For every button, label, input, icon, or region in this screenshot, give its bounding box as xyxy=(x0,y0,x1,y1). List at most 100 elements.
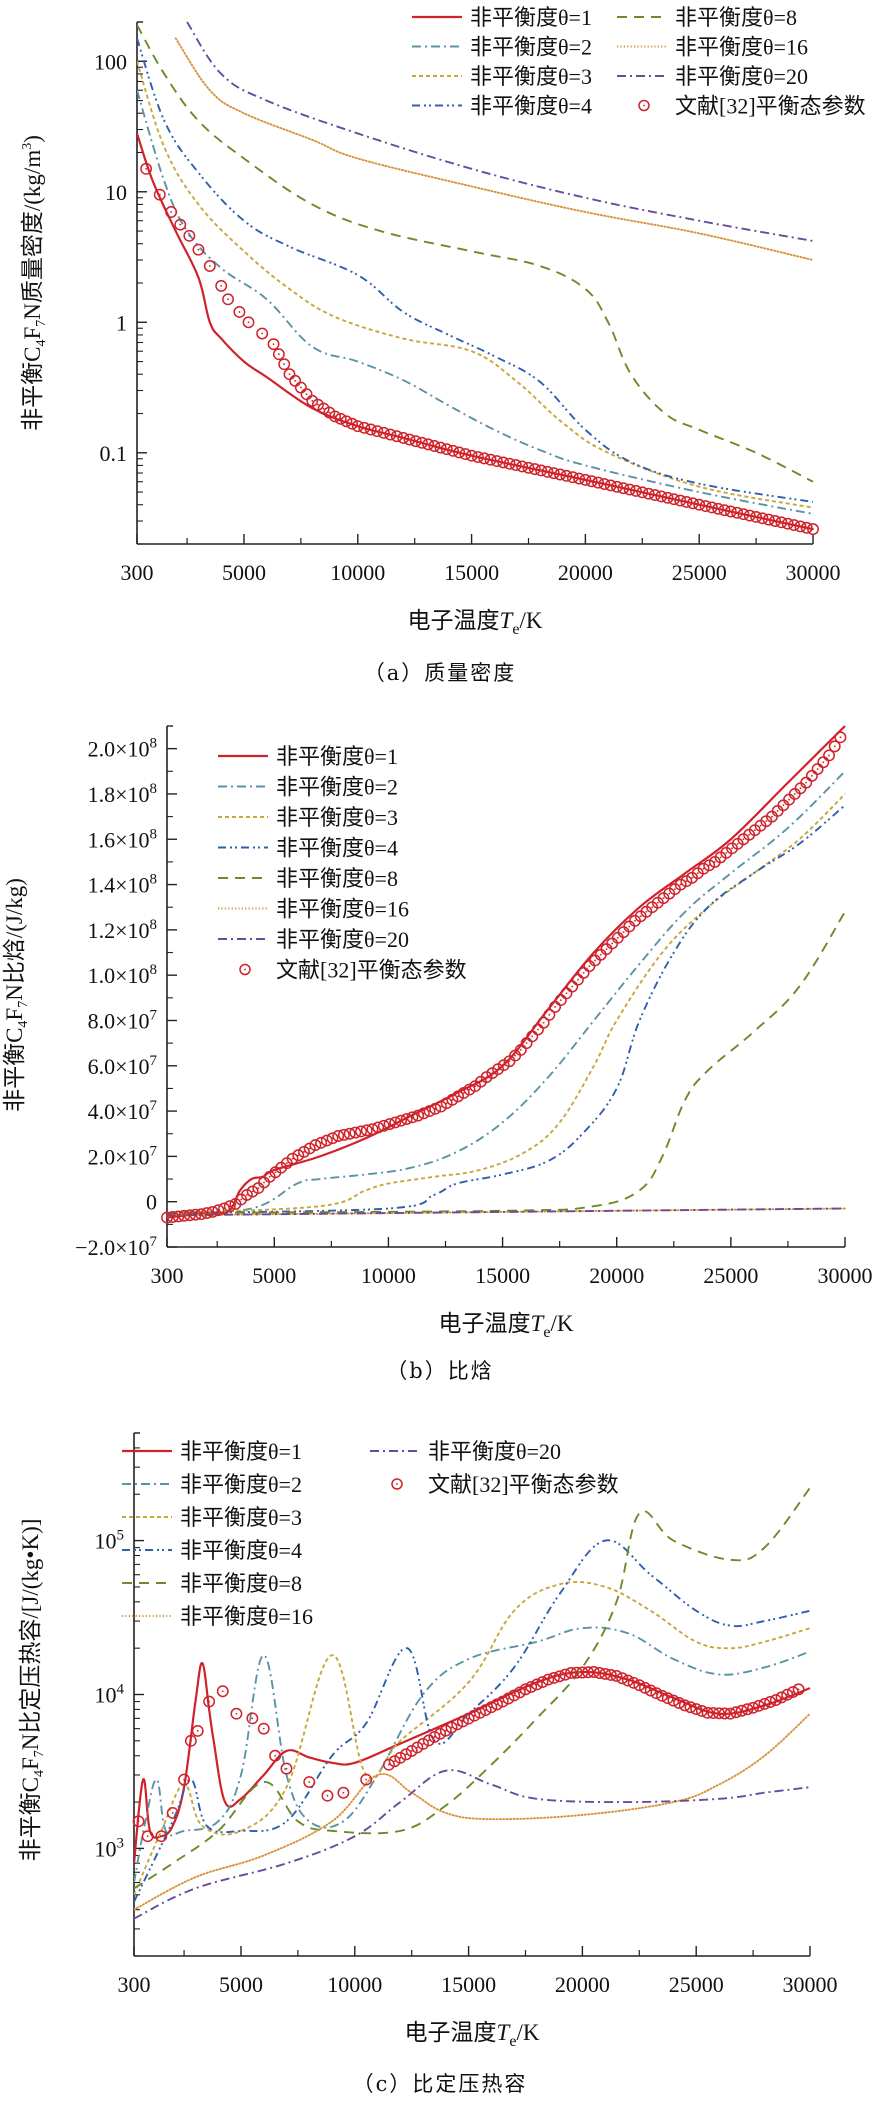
reference-point-center xyxy=(369,428,372,431)
legend-item: 非平衡度θ=1 xyxy=(122,1439,302,1464)
reference-point xyxy=(479,1704,492,1716)
legend-item: 文献[32]平衡态参数 xyxy=(638,94,866,119)
reference-point xyxy=(372,1121,385,1134)
reference-point xyxy=(218,1202,231,1215)
series-line-theta-4 xyxy=(167,804,846,1214)
reference-point xyxy=(542,1673,555,1686)
reference-point xyxy=(321,1789,334,1802)
reference-point xyxy=(242,316,255,329)
x-tick-label: 300 xyxy=(151,1263,184,1288)
axes xyxy=(136,21,814,545)
legend-item: 非平衡度θ=8 xyxy=(218,866,398,891)
series-line-theta-3 xyxy=(134,1581,811,1896)
series-line-theta-4 xyxy=(137,38,814,503)
reference-point xyxy=(623,483,636,496)
reference-point-center xyxy=(261,332,264,335)
reference-point xyxy=(434,1727,447,1740)
reference-point xyxy=(422,438,435,451)
reference-point xyxy=(769,515,782,527)
series-line-theta-1 xyxy=(167,725,846,1219)
reference-point-center xyxy=(399,1756,402,1759)
reference-point xyxy=(743,509,756,522)
x-tick-label: 300 xyxy=(121,560,154,585)
legend-label: 非平衡度θ=16 xyxy=(675,35,808,60)
series-line-theta-16 xyxy=(134,1712,811,1911)
reference-point-center xyxy=(696,872,699,875)
reference-point xyxy=(478,452,491,465)
reference-point xyxy=(807,523,819,536)
reference-point xyxy=(758,1697,771,1710)
reference-point-center xyxy=(810,774,813,777)
chart-a-mass-density: 300 5000 10000 15000 20000 25000 30000 0.1 1 10 10… xyxy=(20,5,866,638)
reference-point-center xyxy=(479,1080,482,1083)
reference-point xyxy=(233,306,246,318)
reference-point xyxy=(326,1132,339,1145)
reference-point-center xyxy=(277,353,280,356)
reference-point-center xyxy=(485,1076,488,1079)
reference-point-center xyxy=(805,781,808,784)
reference-point-center xyxy=(308,1781,311,1783)
reference-point xyxy=(585,475,598,488)
reference-point xyxy=(222,293,234,306)
chart-b-specific-enthalpy: 300 5000 10000 15000 20000 25000 30000 −2.0×107… xyxy=(2,725,873,1341)
reference-point-center xyxy=(235,1712,238,1715)
legend-item: 非平衡度θ=2 xyxy=(122,1472,302,1497)
reference-point-center xyxy=(317,403,319,406)
reference-point xyxy=(215,279,228,292)
reference-point xyxy=(699,500,712,513)
reference-point xyxy=(686,497,699,510)
reference-point-center xyxy=(197,248,200,251)
reference-point-center xyxy=(839,736,842,739)
y-tick-label: 105 xyxy=(95,1528,125,1554)
reference-point xyxy=(490,455,503,468)
reference-point xyxy=(166,1806,179,1819)
reference-point xyxy=(315,1136,328,1149)
reference-point xyxy=(756,512,769,525)
reference-point-center xyxy=(158,193,161,196)
reference-point xyxy=(735,1704,748,1717)
legend-label: 非平衡度θ=4 xyxy=(180,1538,302,1563)
legend-item: 非平衡度θ=4 xyxy=(412,94,592,119)
reference-point xyxy=(298,1145,310,1158)
reference-point-center xyxy=(571,985,574,988)
legend-label: 非平衡度θ=16 xyxy=(180,1604,313,1629)
reference-point-center xyxy=(291,1157,294,1160)
reference-point xyxy=(543,1008,556,1021)
reference-point xyxy=(497,456,510,469)
reference-point xyxy=(203,260,216,272)
reference-point-center xyxy=(662,897,665,900)
reference-point xyxy=(400,1748,412,1761)
reference-point-center xyxy=(305,393,308,396)
reference-point-center xyxy=(272,343,275,346)
x-tick-label: 10000 xyxy=(330,560,385,585)
series-line-theta-2 xyxy=(167,770,846,1214)
reference-point xyxy=(141,1830,154,1843)
reference-point xyxy=(775,516,788,529)
reference-point xyxy=(343,1127,356,1140)
series-line-theta-3 xyxy=(137,60,814,509)
series-line-theta-8 xyxy=(134,1487,811,1890)
reference-point xyxy=(216,1685,229,1698)
legend-label: 非平衡度θ=8 xyxy=(675,5,797,30)
reference-point xyxy=(463,1083,476,1096)
reference-point-center xyxy=(376,430,379,433)
reference-point xyxy=(661,491,674,504)
reference-point-center xyxy=(508,1060,511,1063)
reference-point-center xyxy=(753,829,756,832)
reference-point xyxy=(382,1758,395,1771)
reference-point xyxy=(364,423,377,436)
reference-point-center xyxy=(328,411,331,414)
legend-item: 非平衡度θ=16 xyxy=(617,35,808,60)
y-tick-label: 0.1 xyxy=(100,441,128,466)
reference-point-center xyxy=(288,373,291,376)
legend-item: 非平衡度θ=16 xyxy=(122,1604,313,1629)
y-tick-label: 1.0×108 xyxy=(88,962,157,988)
reference-point xyxy=(747,1701,760,1714)
reference-point xyxy=(560,469,573,482)
x-tick-label: 15000 xyxy=(441,1972,496,1997)
reference-point xyxy=(406,1111,419,1124)
reference-point-center xyxy=(788,798,790,801)
reference-point xyxy=(384,428,397,441)
reference-point-center xyxy=(559,999,562,1001)
reference-point-center xyxy=(588,965,591,968)
